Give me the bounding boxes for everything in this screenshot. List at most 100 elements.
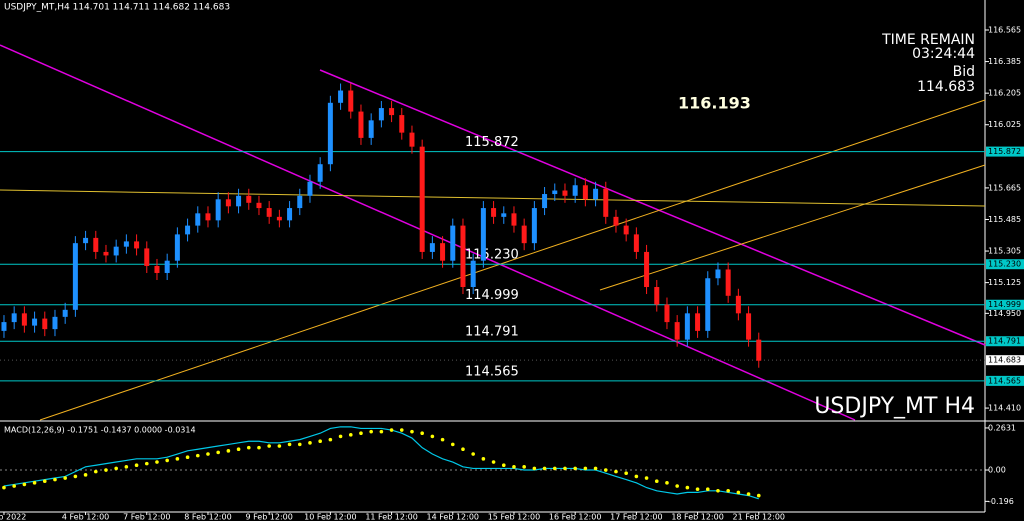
signal-dot bbox=[675, 484, 679, 488]
bid-box-label: 114.683 bbox=[988, 356, 1021, 365]
signal-dot bbox=[430, 434, 435, 439]
header: USDJPY_MT,H4 114.701 114.711 114.682 114… bbox=[4, 3, 230, 13]
candle-body bbox=[307, 181, 313, 196]
candle-body bbox=[531, 208, 537, 244]
signal-dot bbox=[185, 455, 190, 460]
bid-box bbox=[986, 355, 1024, 366]
y-tick-label: 115.665 bbox=[988, 183, 1021, 192]
signal-dot bbox=[389, 428, 394, 432]
candle-body bbox=[674, 322, 680, 340]
x-tick-label: 10 Feb 12:00 bbox=[304, 513, 356, 521]
candle-body bbox=[225, 199, 231, 207]
level-box bbox=[986, 299, 1024, 310]
signal-dot bbox=[552, 466, 557, 471]
candle-body bbox=[603, 188, 609, 217]
horizontal-line bbox=[0, 189, 986, 207]
x-tick-label: 16 Feb 12:00 bbox=[549, 513, 601, 521]
signal-dot bbox=[756, 493, 761, 498]
bid-label: Bid bbox=[953, 64, 975, 80]
candle-body bbox=[491, 208, 497, 217]
signal-dot bbox=[359, 431, 363, 436]
signal-dot bbox=[501, 463, 506, 468]
signal-dot bbox=[338, 434, 343, 439]
candle-body bbox=[480, 208, 486, 261]
level-box bbox=[986, 336, 1024, 347]
signal-dot bbox=[573, 466, 577, 471]
x-tick-label: 17 Feb 12:00 bbox=[610, 513, 662, 521]
signal-dot bbox=[308, 441, 312, 445]
x-tick-label: 15 Feb 12:00 bbox=[488, 513, 540, 521]
signal-dot bbox=[144, 461, 149, 466]
candle-body bbox=[705, 278, 711, 331]
x-tick-label: 4 Feb 12:00 bbox=[62, 513, 109, 521]
signal-dot bbox=[420, 431, 424, 436]
level-box bbox=[986, 146, 1024, 157]
signal-dot bbox=[236, 447, 241, 452]
candle-body bbox=[735, 295, 741, 314]
bid: 114.683 bbox=[917, 79, 975, 95]
candle-body bbox=[327, 102, 333, 165]
signal-dot bbox=[318, 439, 322, 444]
candle-body bbox=[32, 318, 38, 326]
level-label: 114.999 bbox=[465, 288, 519, 303]
signal-dot bbox=[287, 442, 292, 447]
signal-dot bbox=[277, 444, 282, 448]
candle-body bbox=[83, 237, 89, 244]
macd-label: MACD(12,26,9) -0.1751 -0.1437 0.0000 -0.… bbox=[4, 426, 196, 435]
candle-body bbox=[389, 108, 395, 116]
candle-body bbox=[348, 90, 354, 112]
signal-dot bbox=[216, 450, 220, 455]
signal-dot bbox=[53, 477, 57, 482]
y-tick-label: 115.125 bbox=[988, 278, 1021, 287]
candle-body bbox=[552, 190, 558, 195]
y-tick-label: 116.025 bbox=[988, 120, 1021, 129]
signal-dot bbox=[471, 452, 475, 456]
candle-body bbox=[715, 269, 721, 279]
candle-body bbox=[256, 202, 262, 209]
candle-body bbox=[572, 185, 578, 196]
signal-dot bbox=[73, 474, 78, 479]
signal-dot bbox=[257, 445, 261, 450]
candle-body bbox=[113, 246, 119, 256]
signal-dot bbox=[654, 479, 659, 484]
candle-body bbox=[613, 216, 619, 226]
candle-body bbox=[450, 225, 456, 261]
trend-line bbox=[319, 69, 986, 346]
signal-dot bbox=[614, 469, 618, 474]
candle-body bbox=[358, 111, 364, 138]
candle-body bbox=[21, 313, 27, 326]
candle-body bbox=[276, 216, 282, 221]
signal-dot bbox=[634, 474, 639, 479]
candle-body bbox=[756, 339, 762, 361]
candle-body bbox=[460, 225, 466, 288]
level-box bbox=[986, 375, 1024, 386]
signal-dot bbox=[114, 466, 118, 471]
signal-dot bbox=[563, 466, 567, 471]
signal-dot bbox=[379, 429, 384, 434]
candle-body bbox=[654, 287, 660, 305]
level-label: 114.791 bbox=[465, 325, 519, 340]
candle-body bbox=[297, 195, 303, 209]
candle-body bbox=[582, 185, 588, 200]
candle-body bbox=[399, 115, 405, 133]
candle-body bbox=[42, 318, 48, 330]
candle-body bbox=[123, 241, 129, 247]
signal-dot bbox=[410, 429, 414, 434]
y-tick-label: 115.485 bbox=[988, 215, 1021, 224]
candle-body bbox=[664, 304, 670, 323]
signal-dot bbox=[716, 489, 720, 493]
signal-dot bbox=[22, 482, 27, 487]
signal-dot bbox=[644, 476, 649, 480]
candle-body bbox=[644, 251, 650, 288]
y-tick-label: 114.410 bbox=[988, 404, 1021, 413]
candle-body bbox=[338, 90, 344, 103]
signal-dot bbox=[461, 447, 465, 452]
signal-dot bbox=[399, 428, 404, 432]
candle-body bbox=[62, 309, 68, 317]
candle-body bbox=[684, 313, 690, 340]
signal-dot bbox=[104, 468, 108, 472]
candle-body bbox=[501, 213, 507, 217]
candle-body bbox=[746, 313, 752, 340]
candle-body bbox=[205, 213, 211, 221]
